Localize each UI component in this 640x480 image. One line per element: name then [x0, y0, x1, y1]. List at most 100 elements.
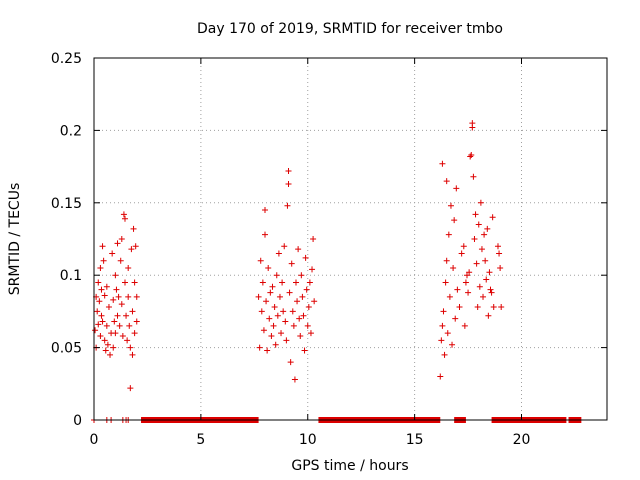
data-point	[125, 264, 132, 271]
data-point	[110, 296, 117, 303]
data-point	[103, 322, 110, 329]
data-point	[105, 304, 112, 311]
data-point	[114, 240, 121, 247]
data-point	[470, 173, 477, 180]
data-point	[262, 231, 268, 238]
data-point	[446, 293, 453, 300]
data-point	[496, 250, 503, 257]
data-point	[115, 293, 122, 300]
data-point	[263, 298, 270, 305]
data-point	[294, 298, 301, 305]
data-point	[480, 293, 487, 300]
y-tick-label: 0.15	[51, 196, 82, 212]
data-point	[494, 243, 501, 250]
data-point	[120, 211, 127, 218]
data-point	[125, 293, 132, 300]
y-tick-label: 0.1	[60, 268, 82, 284]
data-point	[275, 250, 282, 257]
data-point	[132, 243, 139, 250]
data-point	[460, 243, 467, 250]
data-point	[113, 286, 120, 293]
data-point	[114, 312, 121, 319]
data-point	[441, 351, 448, 358]
data-point	[271, 304, 278, 311]
data-point	[305, 304, 312, 311]
data-point	[477, 199, 484, 206]
data-point	[442, 279, 449, 286]
data-point	[302, 254, 309, 261]
data-point	[270, 322, 277, 329]
data-point	[304, 322, 311, 329]
data-point	[288, 260, 295, 267]
data-point	[112, 330, 119, 337]
data-point	[471, 236, 478, 242]
data-point	[287, 359, 294, 366]
x-tick-label: 20	[513, 432, 531, 448]
data-point	[130, 225, 137, 232]
y-tick-label: 0.05	[51, 341, 82, 357]
data-point	[127, 344, 134, 351]
data-point	[110, 344, 117, 351]
data-point	[256, 344, 263, 351]
data-point	[298, 272, 305, 279]
data-point	[121, 215, 128, 222]
data-point	[129, 308, 136, 315]
data-point	[260, 327, 267, 334]
data-point	[98, 286, 105, 293]
y-tick-label: 0	[73, 413, 82, 429]
data-point	[481, 231, 488, 238]
plot-frame	[93, 57, 608, 421]
data-point	[465, 289, 472, 296]
data-point	[278, 330, 285, 337]
data-point	[280, 308, 287, 315]
data-point	[300, 312, 307, 319]
data-point	[483, 276, 490, 283]
data-point	[285, 167, 292, 174]
data-point	[119, 333, 126, 340]
data-point	[453, 185, 460, 192]
x-tick-label: 10	[299, 432, 317, 448]
y-tick-label: 0.2	[60, 123, 82, 139]
data-point	[117, 257, 124, 264]
data-point	[291, 376, 298, 383]
data-point	[497, 264, 504, 271]
y-axis-label: SRMTID / TECUs	[7, 183, 23, 296]
data-point	[475, 221, 482, 228]
data-point	[258, 308, 265, 315]
data-point	[488, 289, 495, 296]
data-point	[292, 279, 299, 286]
data-point	[128, 246, 135, 253]
data-point	[482, 257, 489, 264]
data-point	[444, 330, 451, 337]
data-point	[123, 312, 130, 319]
data-point	[466, 269, 473, 276]
data-point	[297, 333, 304, 340]
chart-title: Day 170 of 2019, SRMTID for receiver tmb…	[197, 21, 503, 37]
data-point	[307, 330, 314, 337]
data-point	[131, 279, 138, 286]
data-point	[478, 246, 485, 253]
data-point	[102, 347, 109, 354]
data-point	[104, 341, 111, 348]
data-point	[454, 286, 461, 293]
data-point	[450, 264, 457, 271]
data-point	[472, 211, 479, 218]
data-point	[451, 217, 458, 224]
data-point	[118, 236, 125, 242]
data-point	[447, 202, 454, 209]
x-tick-label: 5	[196, 432, 205, 448]
data-point	[121, 279, 128, 286]
data-point	[103, 283, 110, 290]
data-point	[272, 341, 279, 348]
data-point	[439, 322, 446, 329]
data-point	[265, 264, 272, 271]
data-point	[96, 298, 103, 305]
data-point	[309, 266, 316, 273]
data-point	[285, 180, 292, 187]
x-tick-label: 0	[90, 432, 99, 448]
data-point	[100, 257, 107, 264]
data-point	[301, 347, 308, 354]
data-point	[469, 124, 476, 131]
